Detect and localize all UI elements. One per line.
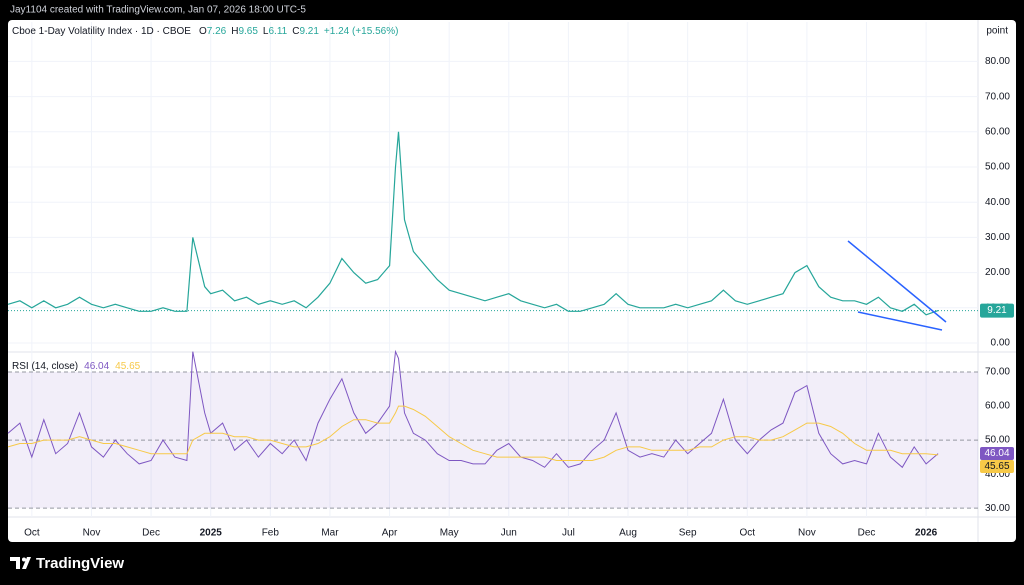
y-tick-label: 40.00 bbox=[985, 197, 1010, 208]
ohlc-value: 9.21 bbox=[299, 26, 319, 37]
x-tick-label: Oct bbox=[24, 528, 40, 539]
y-tick-label: 60.00 bbox=[985, 126, 1010, 137]
ohlc-value: 7.26 bbox=[207, 26, 227, 37]
y-tick-label: 70.00 bbox=[985, 367, 1010, 378]
trendline bbox=[857, 311, 943, 331]
x-tick-label: Oct bbox=[739, 528, 755, 539]
y-tick-label: 30.00 bbox=[985, 503, 1010, 514]
ohlc-value: 9.65 bbox=[238, 26, 258, 37]
x-tick-label: Dec bbox=[858, 528, 876, 539]
y-axis-label: point bbox=[986, 26, 1008, 37]
x-tick-label: Nov bbox=[798, 528, 816, 539]
y-tick-label: 50.00 bbox=[985, 162, 1010, 173]
ohlc-key: C bbox=[292, 26, 299, 37]
x-tick-label: Jun bbox=[501, 528, 517, 539]
header: Jay1104 created with TradingView.com, Ja… bbox=[10, 5, 306, 16]
value-box bbox=[980, 460, 1014, 474]
y-tick-label: 80.00 bbox=[985, 56, 1010, 67]
legend-value: 46.04 bbox=[84, 361, 109, 372]
trendline bbox=[847, 240, 947, 323]
x-tick-label: Dec bbox=[142, 528, 160, 539]
value-label: 46.04 bbox=[984, 448, 1009, 459]
x-tick-label: Aug bbox=[619, 528, 637, 539]
rsi-line bbox=[7, 349, 939, 469]
x-tick-label: 2025 bbox=[200, 528, 223, 539]
y-tick-label: 0.00 bbox=[991, 338, 1011, 349]
brand-logo bbox=[10, 557, 31, 569]
ohlc-value: 6.11 bbox=[268, 26, 287, 37]
legend: RSI (14, close) 46.04 45.65 bbox=[12, 361, 141, 372]
y-tick-label: 60.00 bbox=[985, 401, 1010, 412]
rsi-line bbox=[7, 405, 939, 461]
y-tick-label: 30.00 bbox=[985, 232, 1010, 243]
x-tick-label: Feb bbox=[262, 528, 280, 539]
x-tick-label: Nov bbox=[83, 528, 101, 539]
ohlc-key: O bbox=[199, 26, 207, 37]
y-tick-label: 20.00 bbox=[985, 267, 1010, 278]
brand: TradingView bbox=[36, 555, 124, 572]
price-line bbox=[7, 131, 939, 316]
legend: Cboe 1-Day Volatility Index · 1D · CBOE O… bbox=[12, 26, 398, 37]
last-price-box bbox=[980, 303, 1014, 318]
x-tick-label: Mar bbox=[321, 528, 339, 539]
x-tick-label: May bbox=[440, 528, 459, 539]
x-tick-label: Jul bbox=[562, 528, 575, 539]
ohlc-key: L bbox=[263, 26, 269, 37]
x-tick-label: 2026 bbox=[915, 528, 938, 539]
value-box bbox=[980, 447, 1014, 461]
plot: 0.0010.0020.0030.0040.0050.0060.0070.008… bbox=[7, 22, 1014, 539]
y-tick-label: 70.00 bbox=[985, 91, 1010, 102]
value-label: 45.65 bbox=[984, 461, 1009, 472]
change: +1.24 (+15.56%) bbox=[324, 26, 399, 37]
x-tick-label: Sep bbox=[679, 528, 697, 539]
legend-title: Cboe 1-Day Volatility Index · 1D · CBOE bbox=[12, 26, 191, 37]
x-tick-label: Apr bbox=[382, 528, 398, 539]
ohlc-key: H bbox=[231, 26, 238, 37]
last-price-label: 9.21 bbox=[987, 305, 1007, 316]
legend-title: RSI (14, close) bbox=[12, 361, 78, 372]
y-tick-label: 40.00 bbox=[985, 469, 1010, 480]
legend-value: 45.65 bbox=[115, 361, 140, 372]
y-tick-label: 50.00 bbox=[985, 435, 1010, 446]
chart-area bbox=[8, 20, 1016, 542]
